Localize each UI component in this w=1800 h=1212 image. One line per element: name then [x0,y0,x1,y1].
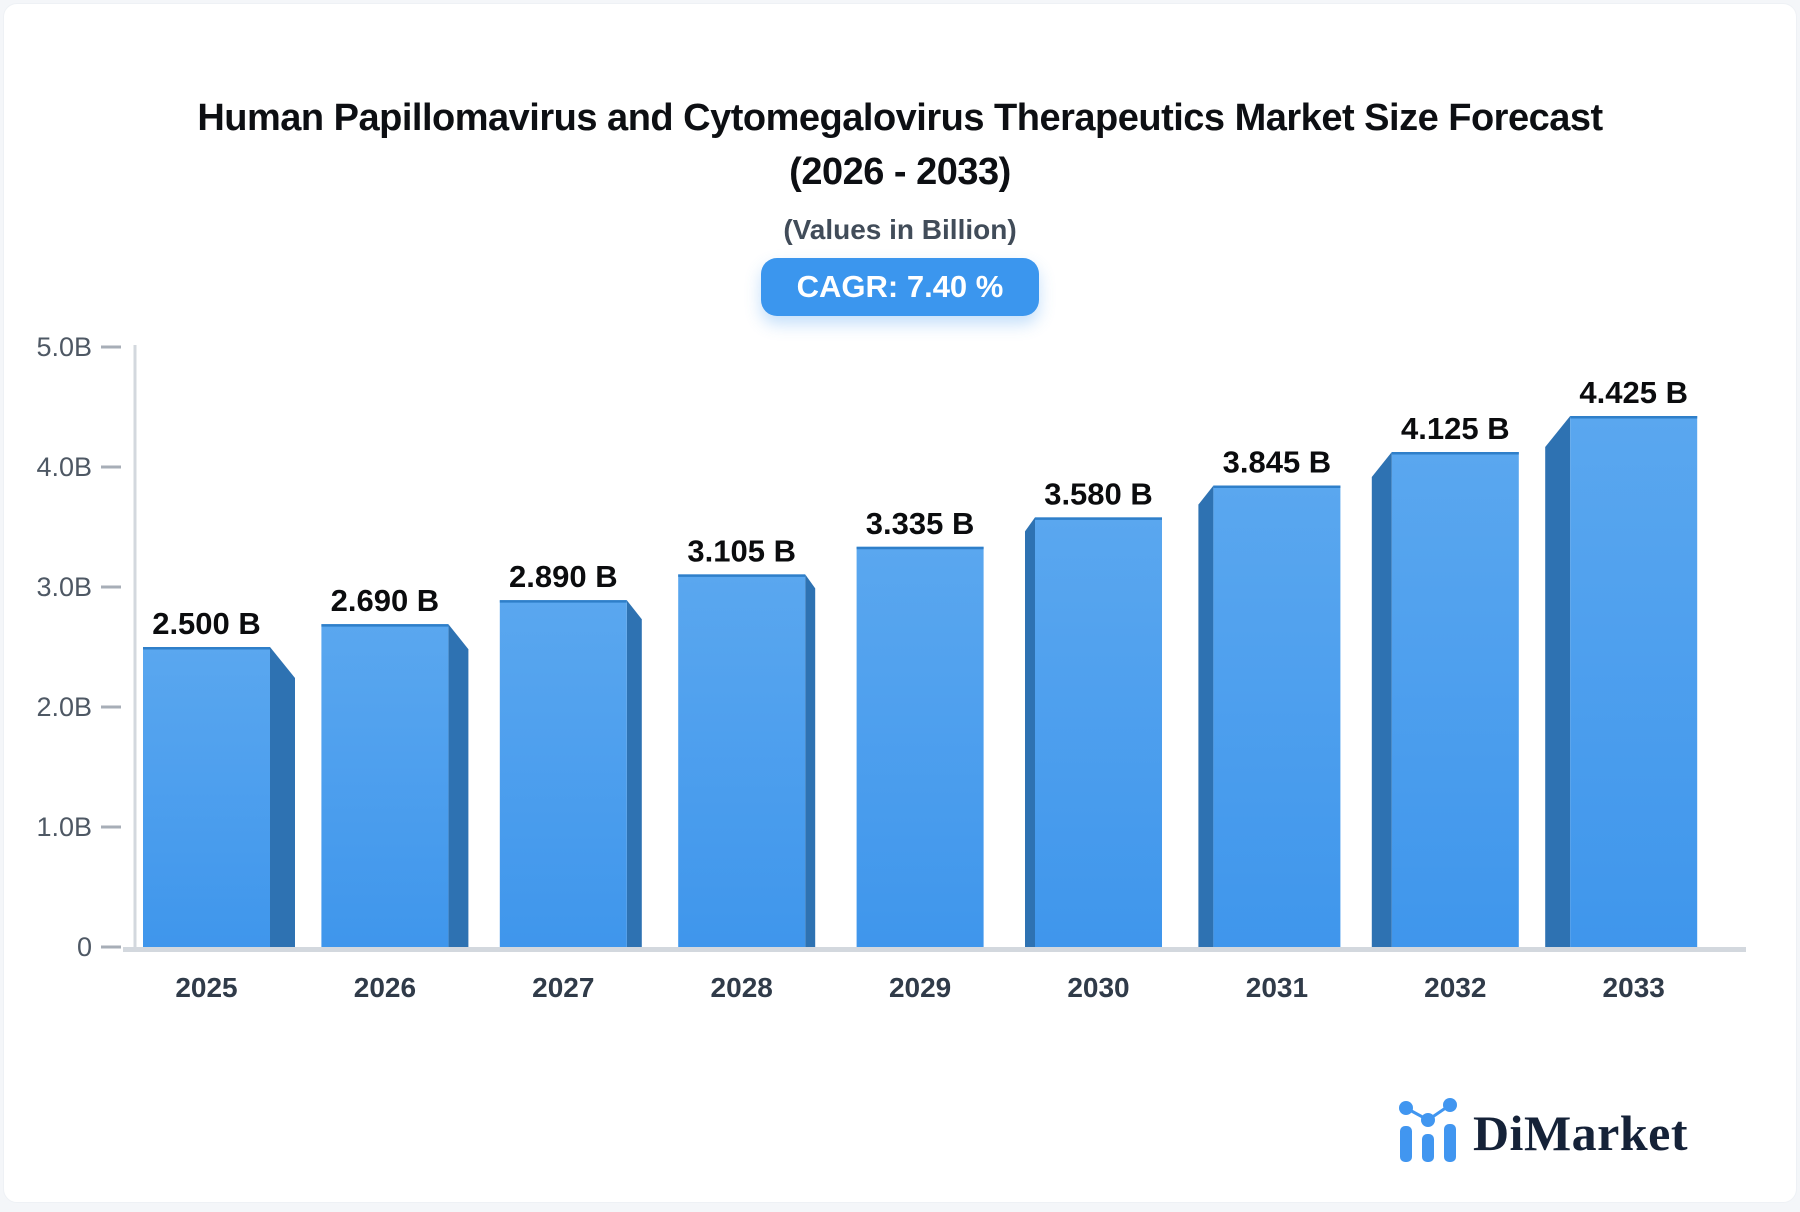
bar-face [1035,517,1162,947]
bar-2028 [678,574,816,947]
chart-header: Human Papillomavirus and Cytomegalovirus… [4,92,1796,316]
bar-face [499,600,627,947]
bar-2032 [1371,451,1519,947]
bar-side-face [626,600,642,947]
bar-value-label: 4.125 B [1401,411,1510,446]
x-axis-category-label: 2027 [532,972,594,1003]
bar-2026 [321,624,469,947]
x-axis-category-label: 2030 [1067,972,1129,1003]
bar-2033 [1545,415,1698,947]
bar-value-label: 2.890 B [509,559,618,594]
bar-value-label: 2.690 B [331,583,440,618]
bar-face [1570,416,1698,947]
bar-side-face [1371,452,1392,947]
bar-side-face [270,647,295,947]
x-axis-category-label: 2026 [354,972,416,1003]
bar-side-face [448,624,469,947]
bar-face [1391,452,1519,947]
bar-face [678,574,806,947]
bar-chart: 5.0B 4.0B 3.0B 2.0B 1.0B 0 2.500 B 2025 2.690 B… [36,334,1746,1003]
x-axis-category-label: 2032 [1424,972,1486,1003]
chart-labels: 2.500 B 2025 2.690 B 2026 2.890 B 2027 3.105 B… [152,375,1688,1003]
bar-face [856,546,984,947]
y-axis-tick-label: 1.0B [36,812,92,842]
page-title: Human Papillomavirus and Cytomegalovirus… [197,97,1603,139]
brand-logo: DiMarket [1397,1096,1688,1162]
y-axis-tick-label: 0 [77,932,92,962]
chart-subtitle: (Values in Billion) [783,213,1017,245]
page-title-range: (2026 - 2033) [789,150,1011,193]
y-axis-tick-label: 2.0B [36,692,92,722]
y-axis-tick-label: 3.0B [36,572,92,602]
bar-face [1213,485,1341,947]
chart-card: Human Papillomavirus and Cytomegalovirus… [3,3,1797,1203]
mini-bar-chart-icon [1398,1098,1457,1162]
x-axis-category-label: 2025 [175,972,237,1003]
x-axis-category-label: 2031 [1246,972,1308,1003]
bar-side-face [805,574,816,947]
bar-value-label: 3.580 B [1044,476,1153,511]
bar-2029 [856,546,984,947]
bar-side-face [1198,485,1214,947]
x-axis-category-label: 2033 [1603,972,1665,1003]
bar-face [143,647,270,947]
bar-side-face [1025,517,1035,947]
bar-value-label: 2.500 B [152,606,261,641]
bar-2030 [1025,517,1162,947]
cagr-badge: CAGR: 7.40 % [760,257,1040,316]
bar-value-label: 3.845 B [1223,445,1332,480]
chart-bars [143,415,1698,947]
bar-2031 [1198,485,1341,947]
bar-2025 [143,646,295,947]
bar-value-label: 3.335 B [866,506,975,541]
bar-value-label: 4.425 B [1579,375,1688,410]
brand-logo-text: DiMarket [1472,1105,1688,1161]
bar-face [321,624,449,947]
cagr-badge-wrap: CAGR: 7.40 % [4,257,1796,316]
x-axis-category-label: 2029 [889,972,951,1003]
y-axis-tick-label: 4.0B [36,452,92,482]
chart-axes: 5.0B 4.0B 3.0B 2.0B 1.0B 0 [36,334,1746,962]
y-axis-tick-label: 5.0B [36,334,92,362]
bar-value-label: 3.105 B [687,533,796,568]
x-axis-category-label: 2028 [711,972,773,1003]
bar-side-face [1545,416,1571,947]
bar-2027 [499,600,642,947]
